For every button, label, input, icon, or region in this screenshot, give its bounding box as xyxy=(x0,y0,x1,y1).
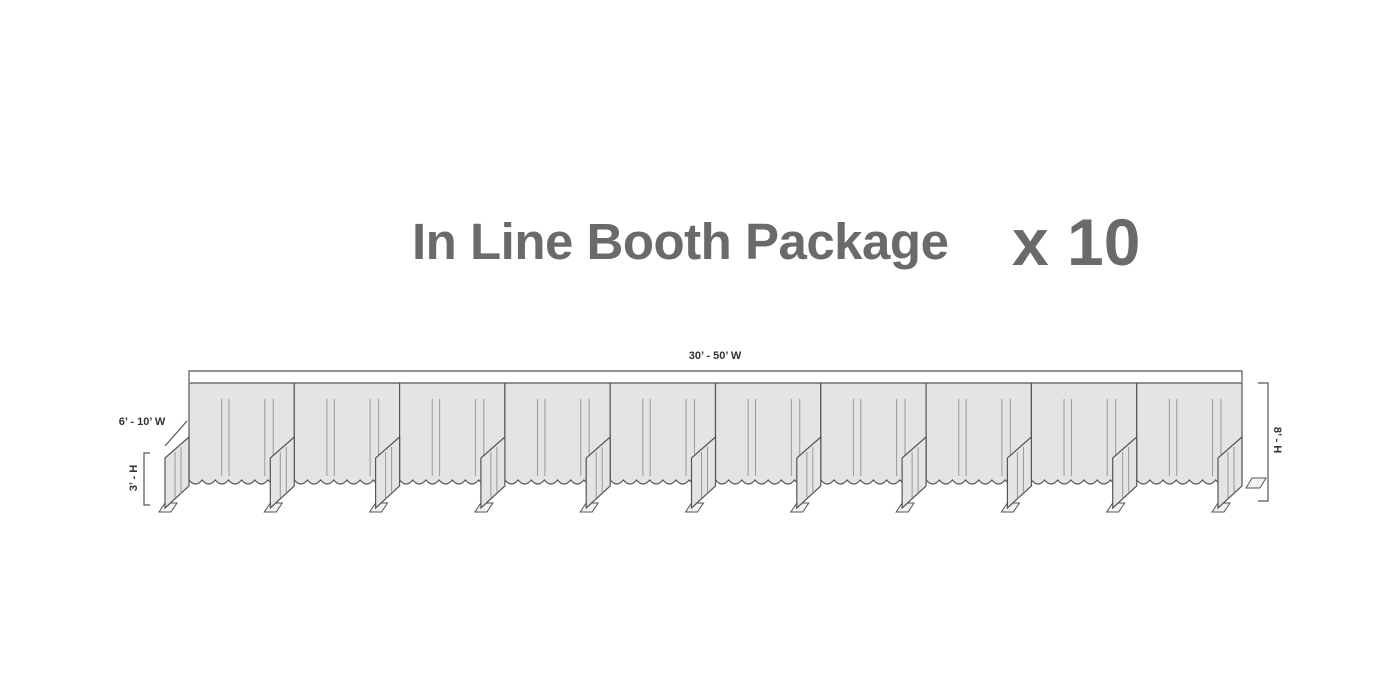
base-plate xyxy=(1105,502,1126,513)
side-rail-panel xyxy=(690,435,717,510)
base-plate xyxy=(368,502,389,513)
base-plate xyxy=(158,502,178,513)
base-plate xyxy=(579,502,600,513)
base-plate xyxy=(1000,502,1021,513)
side-height-label: 3’ - H xyxy=(128,465,140,491)
quantity-multiplier: x 10 xyxy=(1012,205,1141,279)
side-rail-panel xyxy=(1112,435,1138,510)
side-rail-panel xyxy=(480,435,506,510)
side-height-bracket xyxy=(143,452,150,506)
base-plate xyxy=(263,502,284,513)
side-rail-panel xyxy=(269,435,295,510)
side-rail-panel xyxy=(585,435,611,510)
diagram-title: In Line Booth Package xyxy=(412,213,949,270)
base-plate xyxy=(789,502,810,513)
back-height-label: 8’ - H xyxy=(1271,427,1283,453)
total-width-bracket xyxy=(188,370,1243,382)
back-height-bracket xyxy=(1258,382,1269,502)
side-rail-panel xyxy=(901,435,927,510)
depth-label: 6’ - 10’ W xyxy=(119,416,166,428)
side-rail-panel xyxy=(1217,435,1243,510)
base-plate xyxy=(895,502,916,513)
base-plate xyxy=(684,502,705,513)
side-rail-panel xyxy=(375,435,401,510)
base-plate xyxy=(1211,502,1231,513)
side-rail-panel xyxy=(796,435,822,510)
side-rail-panel xyxy=(1006,435,1032,510)
total-width-label: 30’ - 50’ W xyxy=(689,350,742,362)
base-plate xyxy=(1245,477,1267,489)
side-rail-panel xyxy=(164,435,190,510)
base-plate xyxy=(473,502,494,513)
depth-bracket xyxy=(164,420,188,447)
